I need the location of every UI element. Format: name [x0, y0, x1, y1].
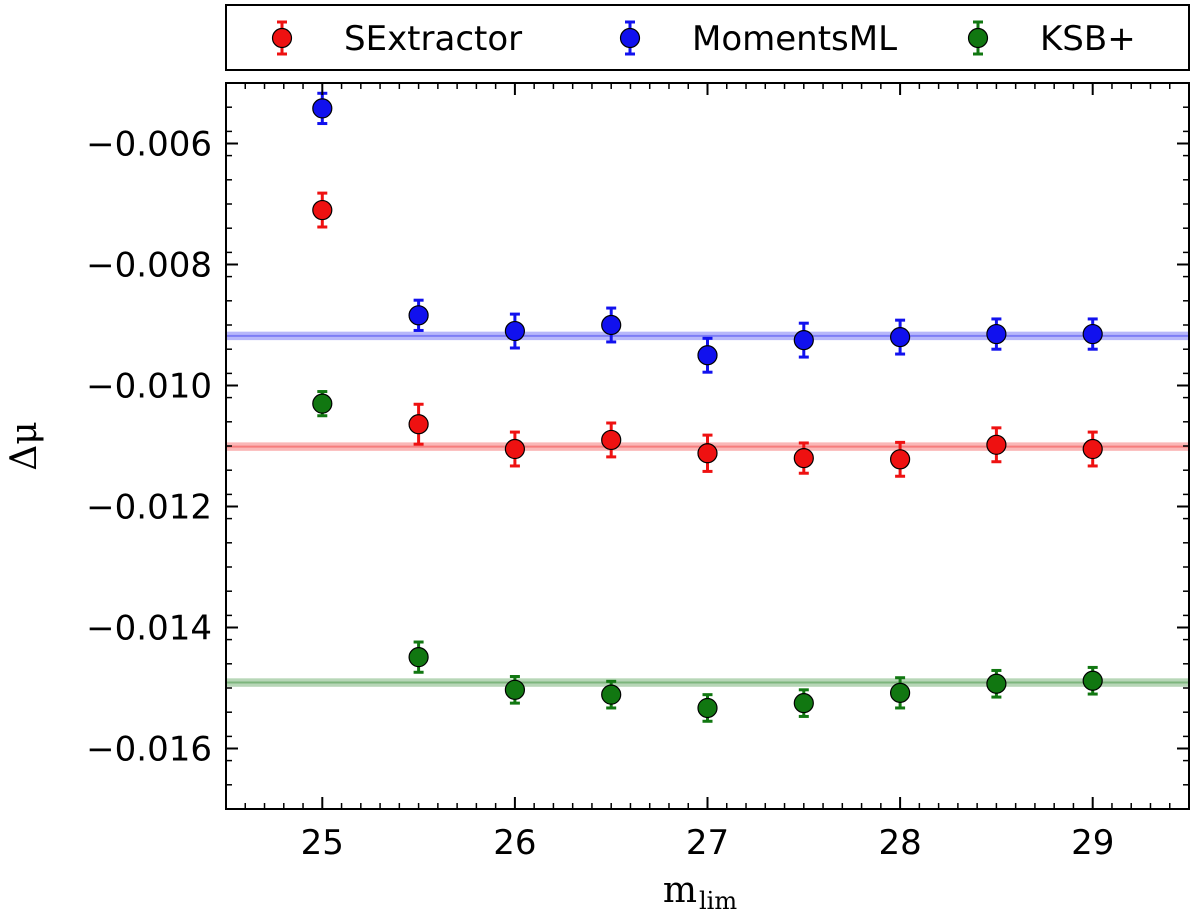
data-point	[601, 684, 622, 705]
series-layer	[312, 91, 1103, 723]
data-point	[889, 327, 911, 348]
x-tick-label: 26	[493, 823, 536, 863]
fit-band-momentsml	[226, 331, 1189, 341]
data-point	[601, 429, 622, 451]
data-point	[793, 448, 814, 469]
data-point	[312, 199, 333, 221]
data-point	[986, 673, 1007, 694]
fit-band-ksb-	[226, 678, 1189, 687]
data-point	[793, 330, 814, 351]
data-point	[1082, 670, 1103, 691]
data-point	[504, 438, 526, 460]
x-tick-label: 29	[1071, 823, 1114, 863]
x-axis-label: m	[663, 870, 697, 911]
data-point	[312, 98, 333, 119]
x-tick-label: 25	[301, 823, 344, 863]
data-point	[986, 323, 1007, 345]
data-point	[889, 682, 911, 703]
legend-entry-sextractor: SExtractor	[271, 19, 522, 59]
plot-area: 25 26 27 28 29 −0.016 −0.014 −0.012 −0.010 −0.00…	[86, 82, 1190, 863]
legend-entry-momentsml: MomentsML	[619, 19, 897, 59]
legend-label: KSB+	[1040, 19, 1136, 59]
y-tick-label: −0.014	[86, 609, 212, 649]
data-point	[504, 320, 526, 342]
legend: SExtractor MomentsML KSB+	[225, 4, 1190, 71]
y-axis: −0.016 −0.014 −0.012 −0.010 −0.008 −0.006	[86, 82, 1189, 810]
legend-marker	[619, 27, 641, 49]
y-tick-label: −0.012	[86, 488, 212, 528]
y-axis-label: Δμ	[4, 421, 45, 470]
x-tick-label: 28	[878, 823, 921, 863]
series-sextractor	[312, 191, 1103, 478]
data-point	[1082, 438, 1103, 460]
data-point	[504, 679, 526, 700]
data-point	[408, 414, 429, 435]
series-momentsml	[312, 91, 1103, 374]
legend-frame	[225, 4, 1190, 71]
x-axis: 25 26 27 28 29	[244, 83, 1171, 863]
legend-label: SExtractor	[344, 19, 522, 59]
fit-bands	[226, 331, 1189, 687]
data-point	[889, 449, 911, 470]
data-point	[601, 314, 622, 336]
legend-entry-ksb: KSB+	[967, 19, 1136, 59]
legend-marker	[271, 27, 293, 49]
legend-label: MomentsML	[692, 19, 897, 59]
series-ksb	[312, 390, 1103, 723]
x-tick-label: 27	[686, 823, 729, 863]
data-point	[408, 305, 429, 326]
data-point	[986, 434, 1007, 455]
data-point	[408, 647, 429, 668]
data-point	[697, 697, 718, 719]
x-axis-label-subscript: lim	[699, 887, 737, 915]
y-tick-label: −0.010	[86, 367, 212, 407]
data-point	[312, 393, 333, 414]
data-point	[1082, 323, 1103, 345]
data-point	[793, 693, 814, 714]
y-tick-label: −0.006	[86, 125, 212, 165]
legend-marker	[967, 27, 989, 49]
data-point	[697, 443, 718, 464]
y-tick-label: −0.016	[86, 730, 212, 770]
y-tick-label: −0.008	[86, 246, 212, 286]
data-point	[697, 345, 718, 366]
